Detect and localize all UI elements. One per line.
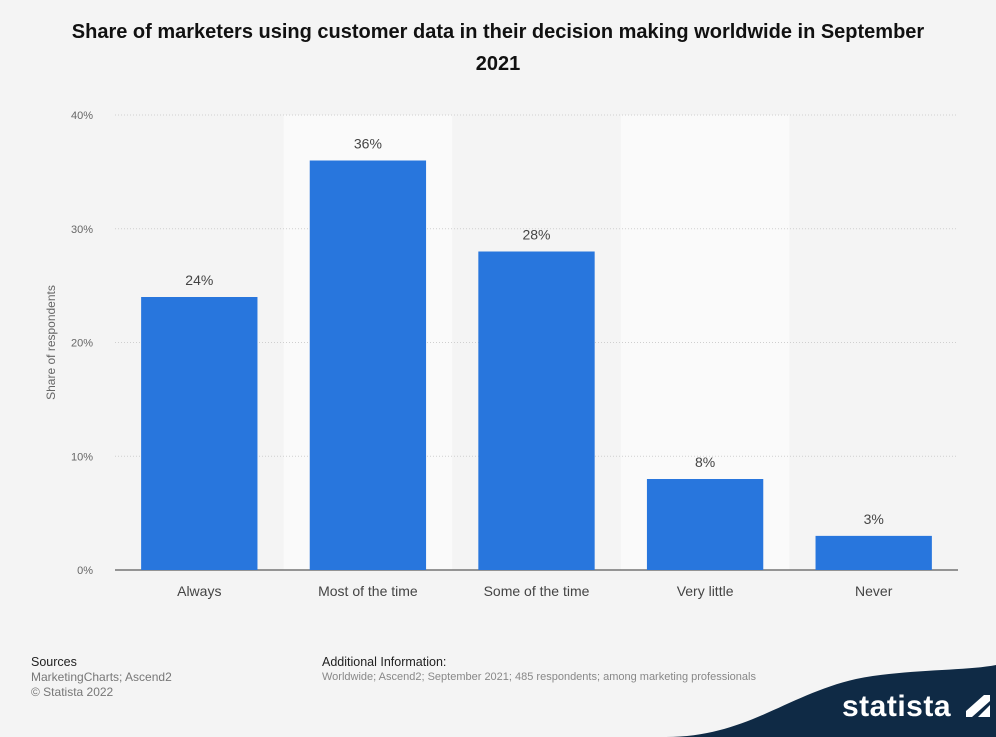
brand-band-shape — [666, 665, 996, 737]
sources-block: Sources MarketingCharts; Ascend2 © Stati… — [31, 655, 172, 700]
statista-logo[interactable]: statista — [842, 690, 992, 724]
x-tick-label: Very little — [677, 583, 734, 599]
data-label: 28% — [522, 227, 550, 243]
bar — [646, 479, 764, 570]
x-tick-label: Most of the time — [318, 583, 418, 599]
x-tick-label: Some of the time — [484, 583, 590, 599]
y-axis-label: Share of respondents — [44, 285, 58, 400]
copyright-text: © Statista 2022 — [31, 685, 114, 699]
bar — [141, 297, 258, 570]
bar — [309, 160, 427, 570]
data-label: 24% — [185, 272, 213, 288]
x-tick-label: Never — [855, 583, 893, 599]
additional-info-heading: Additional Information: — [322, 655, 447, 669]
additional-info-block: Additional Information: Worldwide; Ascen… — [322, 655, 756, 685]
y-tick-label: 30% — [71, 224, 93, 236]
y-tick-label: 0% — [77, 565, 93, 577]
chart-title: Share of marketers using customer data i… — [71, 21, 925, 75]
statista-logo-icon — [965, 695, 990, 717]
data-label: 36% — [354, 136, 382, 152]
sources-heading: Sources — [31, 655, 77, 669]
y-tick-label: 20% — [71, 338, 93, 350]
bar — [478, 251, 595, 570]
bar — [815, 535, 932, 570]
y-tick-label: 10% — [71, 451, 93, 463]
additional-info-text: Worldwide; Ascend2; September 2021; 485 … — [322, 671, 756, 683]
bar-chart: 0% 10% 20% 30% 40% Share of respondents 24% Alw… — [44, 110, 958, 599]
y-tick-label: 40% — [71, 110, 93, 122]
sources-text[interactable]: MarketingCharts; Ascend2 — [31, 670, 172, 684]
x-tick-label: Always — [177, 583, 221, 599]
data-label: 8% — [695, 454, 715, 470]
statista-wordmark: statista — [842, 690, 952, 723]
data-label: 3% — [864, 511, 884, 527]
brand-band — [666, 665, 996, 737]
